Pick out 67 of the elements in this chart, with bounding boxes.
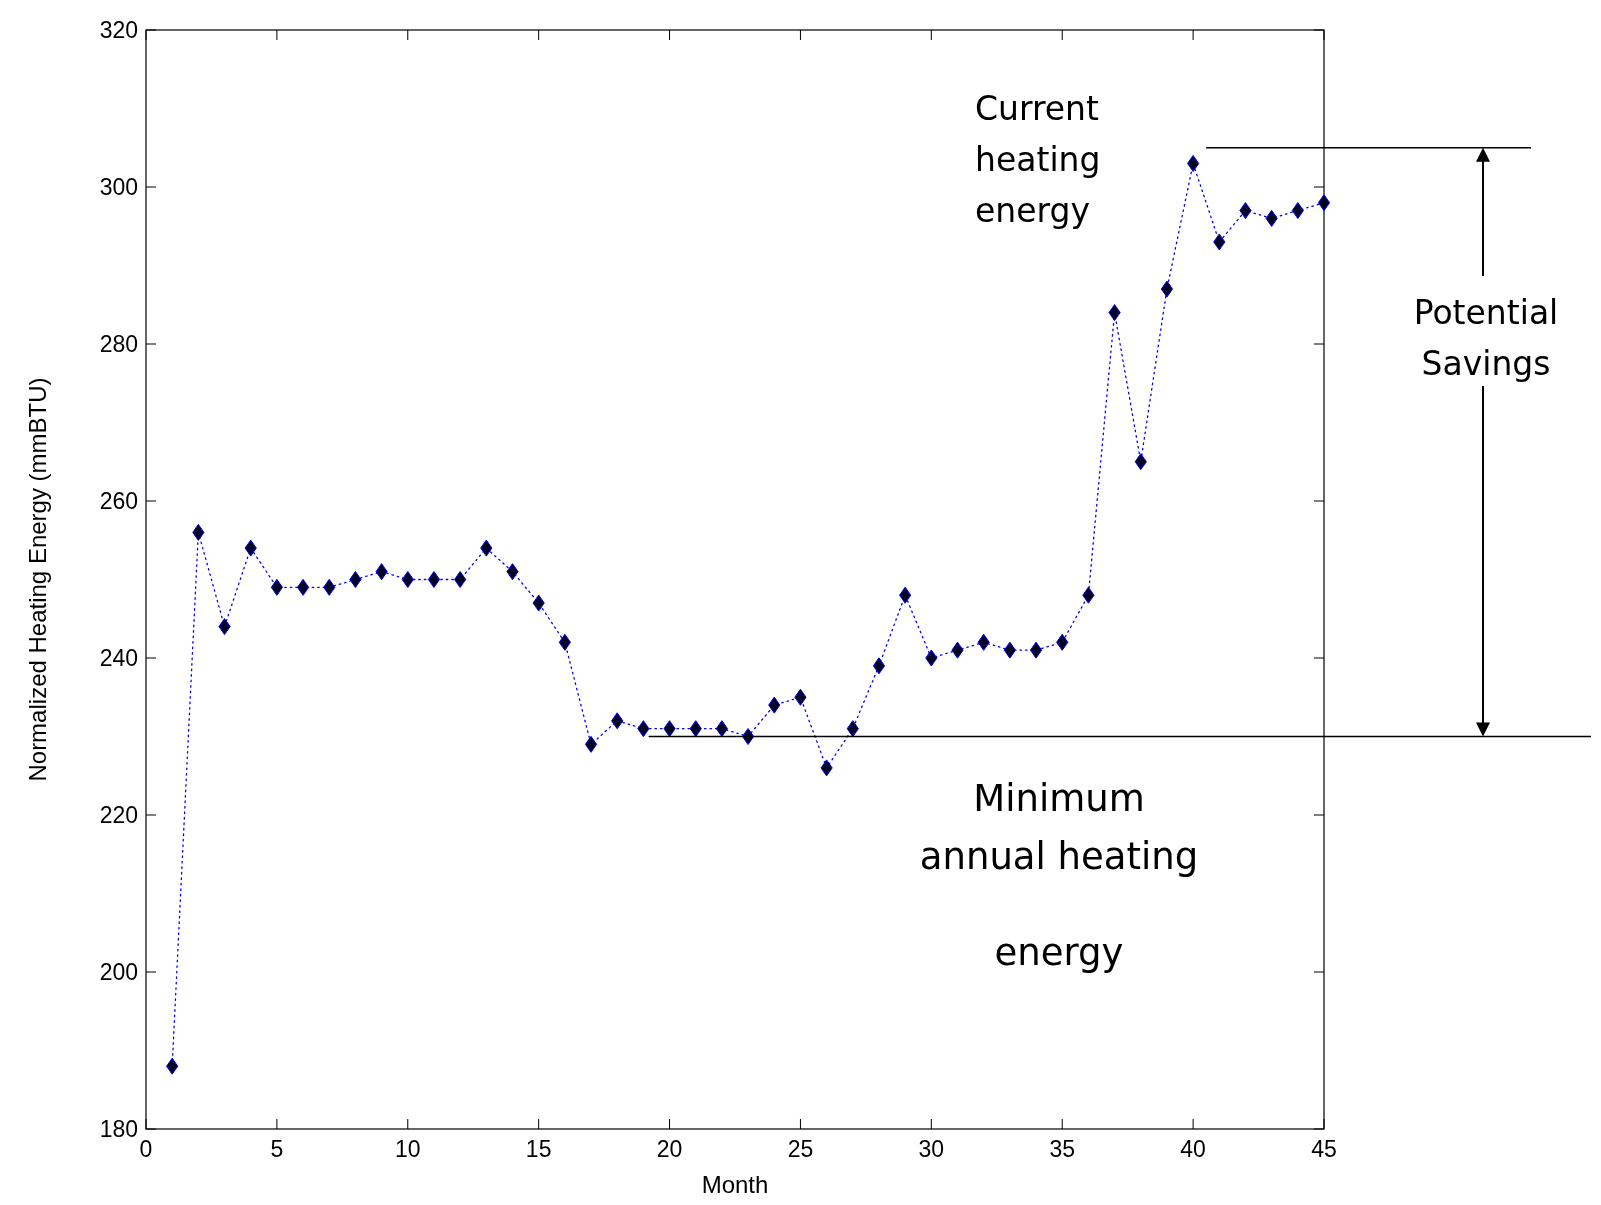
y-tick-label: 300 [99,174,138,200]
point [1160,280,1174,298]
y-tick-label: 320 [99,17,138,43]
x-tick-label: 35 [1049,1136,1076,1162]
point [977,633,990,651]
point [323,578,336,596]
text: Minimum annual heating energy [919,777,1199,974]
y-tick-label: 280 [99,331,138,357]
point [218,618,231,636]
point [1056,633,1069,651]
point [846,720,859,738]
point [1265,209,1278,227]
point [270,578,283,596]
x-tick-label: 40 [1180,1136,1206,1162]
point [375,563,388,581]
point [1213,233,1226,251]
point [296,578,310,596]
x-tick-label: 45 [1311,1136,1337,1162]
y-tick-label: 260 [99,488,138,514]
point [454,571,467,588]
point [166,1057,179,1075]
text: Potential Savings [1413,293,1559,383]
point [1291,202,1304,220]
point [1134,453,1147,471]
point [925,649,938,667]
point [584,735,598,753]
y-tick-label: 180 [99,1116,138,1142]
y-tick-label: 220 [99,802,138,828]
point [663,720,676,738]
x-tick-label: 0 [139,1136,153,1162]
point [506,563,519,581]
x-tick-label: 25 [787,1136,814,1162]
point [1082,586,1095,604]
x-tick-label: 30 [918,1136,945,1162]
point [244,539,257,557]
x-tick-label: 20 [656,1136,683,1162]
x-tick-label: 5 [270,1136,284,1162]
point [192,523,205,541]
point [951,641,964,659]
point [1108,304,1121,322]
point [1003,641,1016,659]
point [611,712,624,730]
point [480,539,493,557]
point [1239,202,1252,220]
point [1317,194,1331,212]
point [427,571,441,588]
point [1029,641,1043,659]
point [1187,154,1200,172]
point [637,720,650,738]
point [899,586,912,604]
point [768,696,781,714]
point [715,720,729,738]
point [532,594,545,612]
y-tick-label: 240 [99,645,138,671]
point [820,759,833,777]
point [794,688,807,706]
x-tick-label: 15 [525,1136,552,1162]
point [872,657,886,675]
annotation: Current heating energy [975,89,1101,230]
point [401,571,414,588]
point [558,633,571,651]
y-axis-title: Normalized Heating Energy (mmBTU) [24,377,51,782]
y-tick-label: 200 [99,959,138,985]
x-tick-label: 10 [394,1136,421,1162]
x-axis-title: Month [701,1171,769,1198]
point [349,571,362,588]
point [689,720,702,738]
